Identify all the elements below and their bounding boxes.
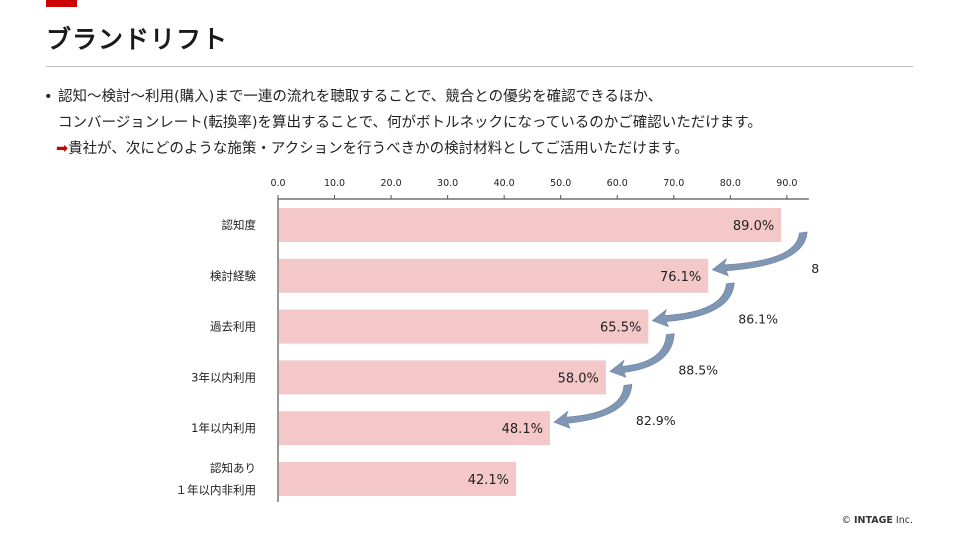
x-tick-label: 90.0 bbox=[776, 178, 797, 189]
conversion-rate-label: 88.5% bbox=[678, 362, 718, 377]
bar-value-label: 48.1% bbox=[502, 422, 543, 437]
category-label: 過去利用 bbox=[210, 320, 256, 334]
right-arrow-icon: ➡ bbox=[56, 141, 69, 157]
description-line-3: ➡貴社が、次にどのような施策・アクションを行うべきかの検討材料としてご活用いただ… bbox=[56, 141, 689, 157]
bar-value-label: 76.1% bbox=[660, 270, 701, 285]
bullet-icon: • bbox=[44, 89, 53, 105]
conversion-arrow-icon bbox=[609, 333, 675, 378]
conversion-rate-label: 82.9% bbox=[636, 413, 676, 428]
conversion-rate-label: 86.1% bbox=[738, 312, 778, 327]
bar-value-label: 42.1% bbox=[468, 473, 509, 488]
x-tick-label: 60.0 bbox=[607, 178, 628, 189]
title-accent-bar bbox=[46, 0, 77, 7]
x-tick-label: 30.0 bbox=[437, 178, 458, 189]
bar bbox=[279, 309, 649, 344]
x-tick-label: 50.0 bbox=[550, 178, 571, 189]
x-tick-label: 40.0 bbox=[494, 178, 515, 189]
bar-value-label: 89.0% bbox=[733, 219, 774, 234]
company-name: INTAGE bbox=[854, 515, 893, 526]
x-tick-label: 0.0 bbox=[270, 178, 285, 189]
category-label: １年以内非利用 bbox=[176, 483, 257, 497]
category-label: 3年以内利用 bbox=[191, 370, 256, 384]
page-title: ブランドリフト bbox=[46, 25, 229, 54]
x-tick-label: 70.0 bbox=[663, 178, 684, 189]
x-tick-label: 10.0 bbox=[324, 178, 345, 189]
description-text: • 認知～検討～利用(購入)まで一連の流れを聴取することで、競合との優劣を確認でき… bbox=[44, 84, 762, 162]
category-label: 認知あり bbox=[210, 461, 256, 475]
conversion-arrow-icon bbox=[553, 384, 633, 429]
bar-value-label: 58.0% bbox=[558, 371, 599, 386]
category-label: 検討経験 bbox=[210, 269, 256, 283]
bar bbox=[279, 462, 517, 496]
conversion-arrow-icon bbox=[651, 282, 735, 328]
category-label: 1年以内利用 bbox=[191, 421, 256, 435]
conversion-rate-label: 8 bbox=[811, 261, 819, 276]
bar bbox=[279, 208, 782, 242]
copyright-symbol: © bbox=[841, 515, 851, 526]
x-tick-label: 20.0 bbox=[381, 178, 402, 189]
bar bbox=[279, 258, 709, 293]
description-line-1: • 認知～検討～利用(購入)まで一連の流れを聴取することで、競合との優劣を確認でき… bbox=[44, 84, 762, 110]
description-line-2: コンバージョンレート(転換率)を算出することで、何がボトルネックになっているのか… bbox=[58, 115, 762, 131]
bar bbox=[279, 360, 606, 395]
copyright: © INTAGE Inc. bbox=[841, 515, 913, 526]
x-tick-label: 80.0 bbox=[720, 178, 741, 189]
category-label: 認知度 bbox=[222, 218, 257, 232]
bar bbox=[279, 411, 550, 446]
company-suffix: Inc. bbox=[895, 515, 913, 526]
conversion-arrow-icon bbox=[711, 231, 808, 277]
title-divider bbox=[46, 66, 913, 67]
bar-value-label: 65.5% bbox=[600, 321, 641, 336]
